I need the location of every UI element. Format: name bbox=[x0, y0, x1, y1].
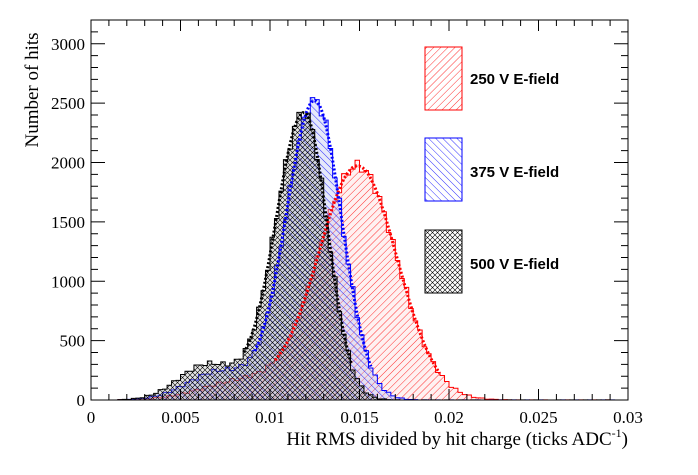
y-axis: 0 500 1000 1500 2000 2500 3000 bbox=[51, 19, 628, 410]
legend-label-250v: 250 V E-field bbox=[470, 71, 559, 88]
x-tick-label: 0.03 bbox=[613, 408, 643, 427]
legend-swatch-500v bbox=[424, 229, 463, 294]
x-tick-label: 0.01 bbox=[255, 408, 285, 427]
y-tick-label: 3000 bbox=[51, 35, 85, 54]
legend-item-500v: 500 V E-field bbox=[424, 229, 559, 294]
fit-curves bbox=[242, 99, 441, 375]
y-tick-label: 0 bbox=[77, 391, 86, 410]
legend: 250 V E-field 375 V E-field 500 V E-fiel… bbox=[424, 46, 559, 294]
legend-item-375v: 375 V E-field bbox=[424, 137, 559, 202]
x-tick-label: 0.02 bbox=[434, 408, 464, 427]
legend-label-500v: 500 V E-field bbox=[470, 256, 559, 273]
y-tick-label: 2500 bbox=[51, 94, 85, 113]
legend-label-375v: 375 V E-field bbox=[470, 164, 559, 181]
fit-curve-1 bbox=[253, 99, 373, 368]
legend-swatch-250v bbox=[424, 46, 463, 111]
y-tick-label: 1000 bbox=[51, 272, 85, 291]
y-tick-label: 2000 bbox=[51, 154, 85, 173]
x-tick-label: 0.005 bbox=[161, 408, 199, 427]
legend-swatch-375v bbox=[424, 137, 463, 202]
y-axis-label: Number of hits bbox=[22, 32, 43, 147]
x-axis-label: Hit RMS divided by hit charge (ticks ADC… bbox=[286, 426, 628, 450]
x-tick-label: 0.015 bbox=[340, 408, 378, 427]
x-tick-label: 0 bbox=[87, 408, 96, 427]
y-tick-label: 500 bbox=[60, 332, 86, 351]
x-axis: 0 0.005 0.01 0.015 0.02 0.025 0.03 bbox=[87, 20, 643, 427]
x-tick-label: 0.025 bbox=[519, 408, 557, 427]
y-tick-label: 1500 bbox=[51, 213, 85, 232]
legend-item-250v: 250 V E-field bbox=[424, 46, 559, 111]
fit-curve-0 bbox=[273, 164, 441, 375]
